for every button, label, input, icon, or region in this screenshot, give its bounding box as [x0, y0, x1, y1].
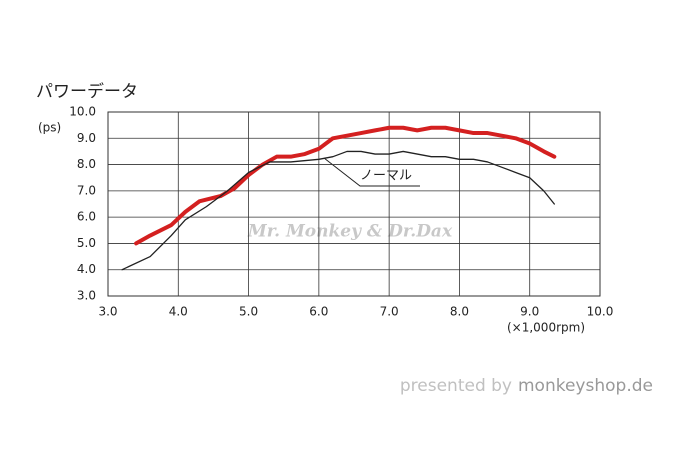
series-line [121, 150, 555, 271]
y-tick-label: 5.0 [77, 236, 96, 250]
y-tick-label: 4.0 [77, 262, 96, 276]
x-tick-label: 4.0 [169, 305, 188, 319]
x-tick-label: 9.0 [520, 305, 539, 319]
footer-prefix: presented by [400, 376, 512, 396]
x-tick-label: 10.0 [587, 305, 614, 319]
y-tick-label: 8.0 [77, 157, 96, 171]
chart-title: パワーデータ [36, 81, 138, 102]
y-tick-label: 7.0 [77, 183, 96, 197]
annotation-leader [323, 157, 420, 187]
footer-brand: monkeyshop.de [518, 376, 653, 396]
y-axis-label: (ps) [38, 121, 61, 135]
annotation: ノーマル [360, 169, 412, 184]
y-tick-label: 3.0 [77, 289, 96, 303]
x-tick-label: 3.0 [98, 305, 117, 319]
y-tick-label: 6.0 [77, 210, 96, 224]
x-tick-label: 8.0 [450, 305, 469, 319]
y-tick-label: 9.0 [77, 131, 96, 145]
x-tick-label: 7.0 [380, 305, 399, 319]
plot-frame [107, 111, 601, 297]
series-line [134, 125, 557, 246]
x-tick-label: 6.0 [309, 305, 328, 319]
watermark: Mr. Monkey & Dr.Dax [247, 222, 453, 242]
x-tick-label: 5.0 [239, 305, 258, 319]
x-axis-label: (×1,000rpm) [507, 321, 585, 335]
y-tick-label: 10.0 [69, 105, 96, 119]
